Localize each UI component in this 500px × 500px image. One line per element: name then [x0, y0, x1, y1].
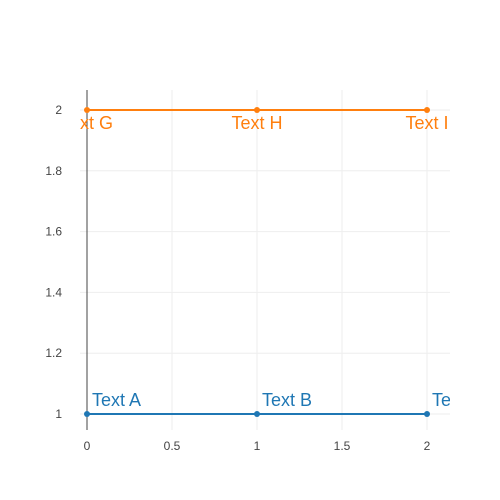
- data-point: [424, 411, 430, 417]
- y-tick-label: 1.4: [45, 285, 62, 299]
- plot-background: [80, 90, 450, 430]
- data-point: [84, 411, 90, 417]
- x-tick-label: 1.5: [334, 439, 351, 453]
- data-label: Text C: [432, 390, 483, 410]
- series-layer: Text A Text B Text C Text G Text H Text I: [61, 107, 483, 417]
- data-point: [254, 411, 260, 417]
- data-label: Text B: [262, 390, 312, 410]
- y-tick-label: 1.2: [45, 346, 62, 360]
- x-tick-label: 0: [84, 439, 91, 453]
- x-tick-label: 1: [254, 439, 261, 453]
- x-tick-label: 0.5: [164, 439, 181, 453]
- tick-label-layer: 0 0.5 1 1.5 2 1 1.2 1.4 1.6 1.8 2: [45, 103, 430, 453]
- x-tick-label: 2: [424, 439, 431, 453]
- data-label: Text H: [231, 113, 282, 133]
- y-tick-label: 1: [55, 407, 62, 421]
- data-point: [84, 107, 90, 113]
- data-label: Text G: [61, 113, 113, 133]
- y-tick-label: 2: [55, 103, 62, 117]
- data-label: Text I: [405, 113, 448, 133]
- y-tick-label: 1.6: [45, 225, 62, 239]
- data-point: [424, 107, 430, 113]
- y-tick-label: 1.8: [45, 164, 62, 178]
- data-point: [254, 107, 260, 113]
- data-label: Text A: [92, 390, 141, 410]
